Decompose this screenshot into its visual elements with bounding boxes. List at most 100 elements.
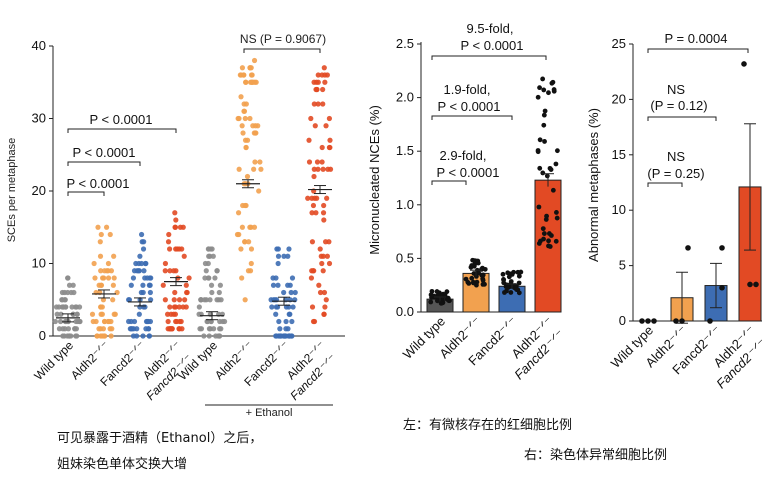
sce-point	[286, 246, 292, 252]
sce-point	[310, 318, 317, 325]
sce-point	[176, 304, 182, 310]
ab-annot-1a: NS	[667, 149, 685, 164]
mn-point	[434, 289, 440, 294]
mn-y-tick-label: 0.5	[396, 250, 414, 265]
sce-point	[172, 210, 178, 216]
sce-point	[96, 326, 102, 332]
mn-point	[476, 270, 482, 276]
sce-point	[242, 239, 248, 245]
sce-point	[108, 333, 114, 339]
sce-y-tick-label: 30	[32, 111, 46, 126]
sce-point	[239, 123, 245, 129]
mn-point	[546, 231, 552, 236]
sce-point	[258, 166, 264, 172]
sce-point	[165, 239, 172, 245]
sce-point	[309, 268, 315, 274]
sce-point	[63, 304, 69, 310]
sce-point	[59, 297, 66, 303]
sce-point	[94, 333, 100, 339]
sce-point	[172, 311, 179, 317]
sce-point	[251, 224, 258, 230]
sce-point	[320, 268, 326, 274]
sce-point	[176, 326, 183, 332]
sce-point	[273, 304, 279, 310]
ab-point	[719, 245, 725, 251]
sce-point	[166, 231, 172, 238]
mn-point	[469, 275, 475, 281]
sce-point	[275, 253, 282, 259]
ab-y-tick-label: 15	[612, 147, 626, 162]
mn-point	[466, 280, 472, 286]
sce-point	[319, 159, 325, 165]
sce-point	[319, 72, 325, 78]
sce-point	[235, 210, 242, 216]
sce-point	[105, 260, 112, 267]
sce-point	[236, 115, 242, 122]
sce-point	[275, 246, 281, 252]
sce-point	[273, 333, 279, 339]
ab-y-tick-label: 0	[619, 313, 626, 328]
mn-point	[471, 271, 477, 276]
sce-annot-3: P < 0.0001	[89, 112, 152, 127]
sce-point	[171, 268, 177, 274]
sce-point	[327, 137, 333, 143]
sce-point	[186, 275, 192, 281]
sce-point	[236, 166, 242, 172]
sce-point	[131, 318, 138, 325]
sce-y-tick-label: 0	[39, 328, 46, 343]
ab-point	[685, 245, 691, 251]
sce-point	[321, 289, 328, 296]
sce-point	[322, 79, 328, 85]
sce-point	[327, 144, 333, 151]
sce-point	[103, 224, 110, 230]
sce-point	[172, 289, 178, 296]
sce-means	[56, 179, 332, 323]
sce-point	[99, 333, 105, 339]
sce-brackets	[67, 48, 321, 196]
sce-point	[183, 282, 189, 288]
sce-point	[104, 268, 110, 274]
sce-point	[98, 282, 105, 288]
sce-point	[321, 311, 327, 317]
sce-point	[278, 333, 284, 339]
sce-point	[52, 318, 58, 325]
sce-point	[239, 224, 245, 230]
mn-annot-2b: P < 0.0001	[437, 99, 500, 114]
sce-point	[276, 318, 282, 325]
sce-point	[53, 304, 60, 310]
mn-y-axis-label: Micronucleated NCEs (%)	[367, 105, 382, 255]
sce-point	[58, 311, 64, 317]
sce-point	[212, 275, 218, 281]
ethanol-label: + Ethanol	[246, 407, 293, 419]
sce-point	[142, 304, 148, 310]
ab-point	[639, 318, 645, 324]
ab-annot-2a: NS	[667, 82, 685, 97]
ab-annot-3: P = 0.0004	[664, 31, 727, 46]
sce-point	[184, 289, 190, 296]
sce-point	[136, 311, 142, 317]
mn-point	[475, 258, 481, 264]
mn-point	[537, 165, 543, 171]
sce-point	[244, 137, 251, 143]
mn-point	[540, 170, 546, 176]
sce-y-tick-label: 40	[32, 38, 46, 53]
ab-point	[707, 318, 713, 324]
caption-left-line1: 可见暴露于酒精（Ethanol）之后，	[57, 431, 263, 446]
sce-point	[317, 246, 323, 252]
sce-point	[277, 326, 283, 332]
sce-point	[128, 282, 134, 288]
sce-point	[211, 326, 217, 332]
sce-point	[326, 260, 333, 267]
sce-point	[111, 311, 117, 317]
sce-point	[244, 173, 251, 180]
sce-point	[65, 275, 71, 281]
sce-y-axis-label: SCEs per metaphase	[6, 138, 18, 243]
sce-points	[52, 57, 334, 339]
ab-y-tick-label: 5	[619, 258, 626, 273]
sce-point	[270, 275, 276, 281]
sce-point	[305, 195, 311, 201]
sce-point	[323, 297, 329, 303]
sce-point	[251, 130, 257, 136]
sce-point	[101, 318, 108, 325]
sce-point	[141, 268, 147, 274]
